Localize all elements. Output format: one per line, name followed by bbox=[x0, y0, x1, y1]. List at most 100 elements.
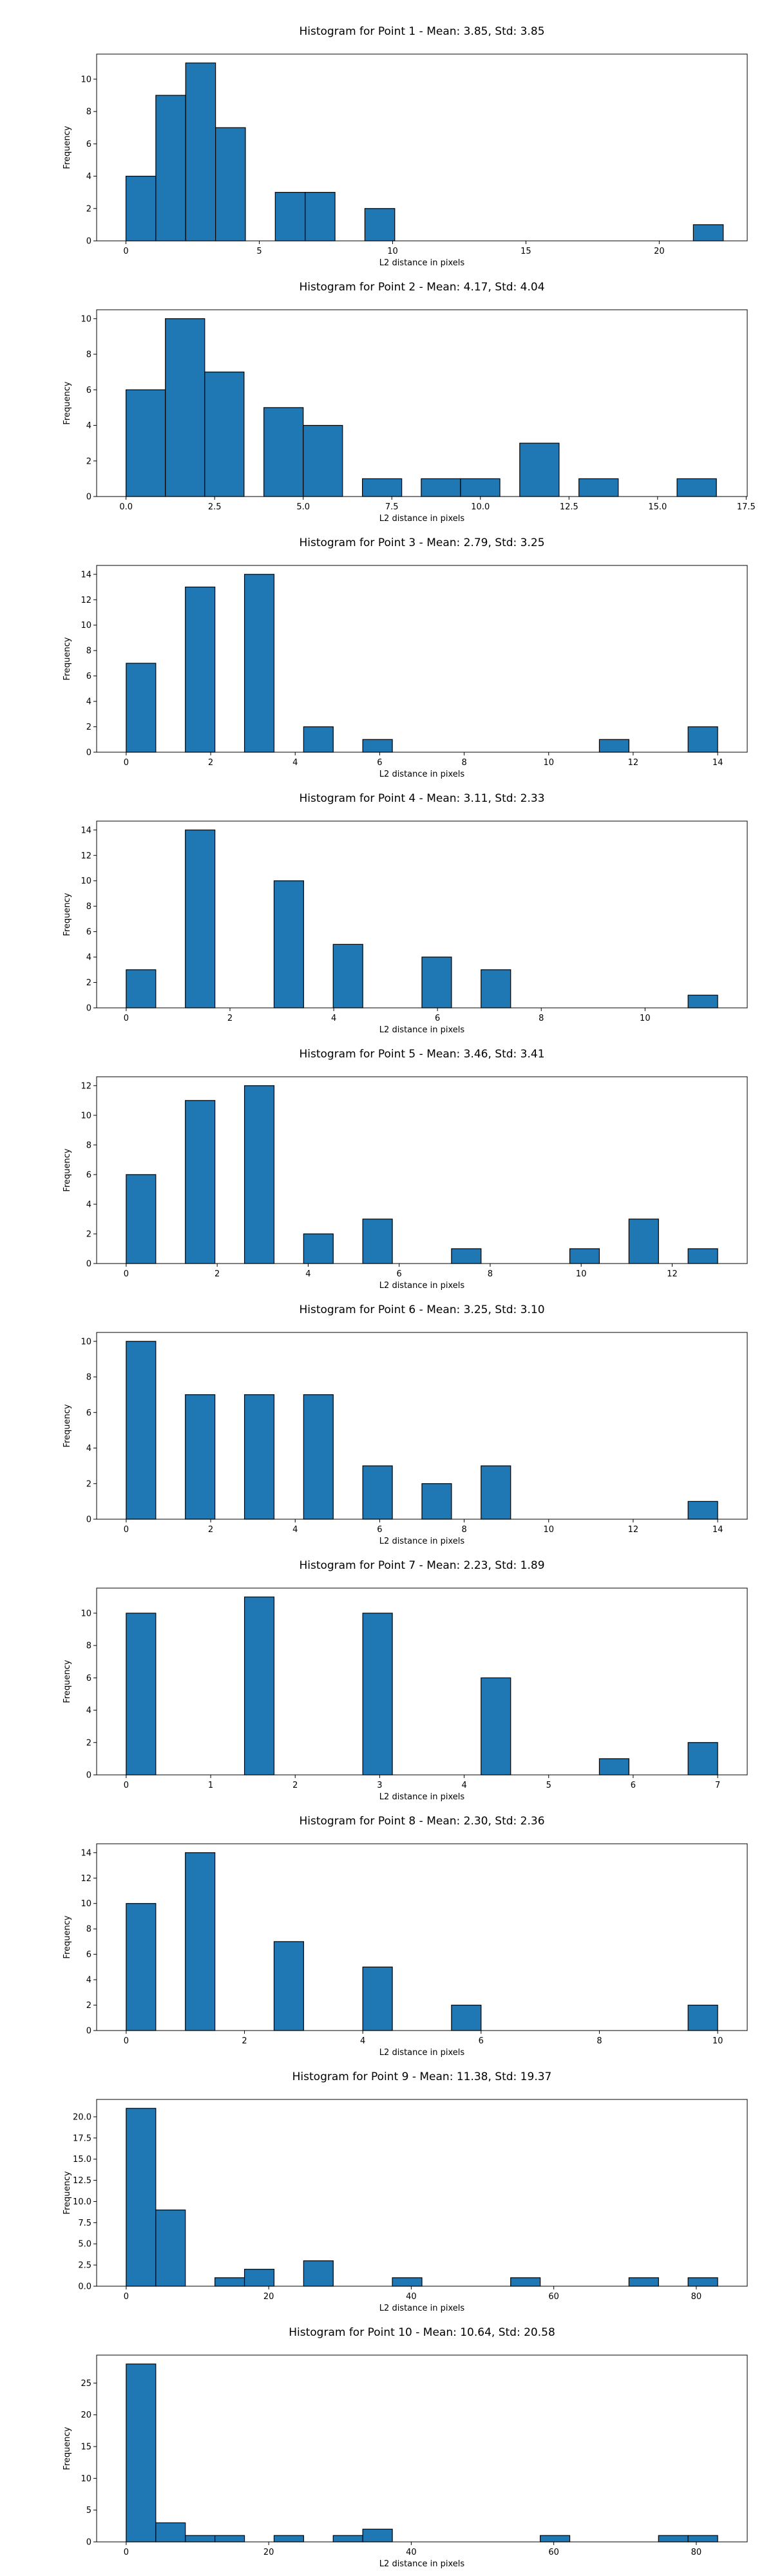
x-axis-label: L2 distance in pixels bbox=[379, 770, 465, 779]
histogram-chart-3: Histogram for Point 3 - Mean: 2.79, Std:… bbox=[62, 536, 748, 779]
histogram-bar bbox=[303, 2260, 334, 2287]
x-tick-label: 60 bbox=[548, 2292, 559, 2302]
x-tick-label: 4 bbox=[292, 758, 298, 768]
x-axis-label: L2 distance in pixels bbox=[379, 1281, 465, 1291]
histogram-bar bbox=[362, 1218, 393, 1264]
y-tick-label: 12 bbox=[81, 851, 91, 861]
x-tick-label: 4 bbox=[331, 1014, 336, 1023]
histogram-bar bbox=[362, 1465, 393, 1520]
y-tick-label: 2 bbox=[86, 1738, 91, 1748]
histogram-bar bbox=[421, 1483, 452, 1520]
histogram-bar bbox=[421, 478, 461, 497]
x-tick-label: 4 bbox=[360, 2036, 365, 2046]
x-tick-label: 0 bbox=[123, 247, 128, 256]
histogram-bar bbox=[481, 1677, 511, 1776]
histogram-bar bbox=[569, 1248, 600, 1264]
y-tick-label: 6 bbox=[86, 140, 91, 149]
y-tick-label: 12 bbox=[81, 596, 91, 605]
x-tick-label: 2 bbox=[208, 758, 213, 768]
x-tick-label: 3 bbox=[377, 1781, 382, 1790]
histogram-bar bbox=[303, 1233, 334, 1264]
histogram-bar bbox=[126, 969, 157, 1009]
x-tick-label: 10.0 bbox=[471, 502, 490, 512]
y-tick-label: 4 bbox=[86, 953, 91, 963]
histogram-bar bbox=[273, 2535, 304, 2543]
histogram-bar bbox=[451, 2004, 482, 2031]
y-tick-label: 12 bbox=[81, 1874, 91, 1884]
x-tick-label: 20 bbox=[654, 247, 665, 256]
y-tick-label: 2 bbox=[86, 2001, 91, 2011]
histogram-bar bbox=[361, 478, 403, 497]
histogram-bar bbox=[676, 478, 717, 497]
histogram-bar bbox=[578, 478, 619, 497]
x-tick-label: 8 bbox=[539, 1014, 544, 1023]
y-tick-label: 10 bbox=[81, 2474, 91, 2484]
y-tick-label: 4 bbox=[86, 172, 91, 182]
y-axis-label: Frequency bbox=[62, 637, 72, 680]
plot-frame bbox=[96, 565, 748, 753]
x-tick-label: 10 bbox=[387, 247, 398, 256]
x-axis-label: L2 distance in pixels bbox=[379, 1537, 465, 1546]
y-axis-label: Frequency bbox=[62, 381, 72, 424]
chart-title: Histogram for Point 9 - Mean: 11.38, Std… bbox=[292, 2070, 552, 2083]
plot-frame bbox=[96, 2099, 748, 2287]
histogram-bar bbox=[687, 726, 718, 753]
x-tick-label: 12.5 bbox=[560, 502, 578, 512]
x-tick-label: 8 bbox=[461, 758, 466, 768]
x-tick-label: 8 bbox=[488, 1269, 493, 1279]
histogram-bar bbox=[481, 969, 511, 1009]
histogram-chart-1: Histogram for Point 1 - Mean: 3.85, Std:… bbox=[62, 25, 748, 268]
x-axis-label: L2 distance in pixels bbox=[379, 2559, 465, 2569]
histogram-bar bbox=[126, 2108, 157, 2287]
y-tick-label: 2 bbox=[86, 723, 91, 732]
histogram-bar bbox=[540, 2535, 571, 2543]
histogram-bar bbox=[687, 994, 718, 1009]
x-tick-label: 12 bbox=[628, 758, 639, 768]
y-tick-label: 10 bbox=[81, 1899, 91, 1909]
histogram-bar bbox=[155, 2210, 186, 2287]
x-tick-label: 0 bbox=[124, 2036, 129, 2046]
x-tick-label: 1 bbox=[208, 1781, 213, 1790]
y-tick-label: 6 bbox=[86, 386, 91, 395]
histogram-bar bbox=[243, 1394, 275, 1520]
histogram-bar bbox=[185, 1100, 216, 1264]
chart-title: Histogram for Point 1 - Mean: 3.85, Std:… bbox=[299, 25, 544, 38]
y-tick-label: 10.0 bbox=[73, 2197, 91, 2207]
y-tick-label: 0 bbox=[86, 748, 91, 758]
histogram-bar bbox=[460, 478, 501, 497]
y-tick-label: 4 bbox=[86, 697, 91, 707]
y-tick-label: 0 bbox=[86, 1771, 91, 1781]
histogram-bar bbox=[451, 1248, 482, 1264]
chart-title: Histogram for Point 6 - Mean: 3.25, Std:… bbox=[299, 1303, 544, 1316]
histogram-bar bbox=[273, 1941, 304, 2031]
y-axis-label: Frequency bbox=[62, 126, 72, 169]
y-tick-label: 7.5 bbox=[78, 2219, 91, 2228]
y-tick-label: 2 bbox=[86, 1479, 91, 1489]
x-tick-label: 6 bbox=[377, 758, 382, 768]
x-tick-label: 15 bbox=[520, 247, 531, 256]
x-tick-label: 6 bbox=[435, 1014, 440, 1023]
y-axis-label: Frequency bbox=[62, 2171, 72, 2214]
y-tick-label: 2 bbox=[86, 1229, 91, 1239]
y-tick-label: 25 bbox=[81, 2379, 91, 2389]
y-tick-label: 8 bbox=[86, 108, 91, 117]
x-tick-label: 4 bbox=[461, 1781, 466, 1790]
y-tick-label: 10 bbox=[81, 75, 91, 84]
x-tick-label: 2 bbox=[242, 2036, 247, 2046]
x-tick-label: 2 bbox=[208, 1525, 213, 1535]
histogram-bar bbox=[332, 2535, 363, 2543]
y-tick-label: 0 bbox=[86, 493, 91, 502]
histogram-chart-8: Histogram for Point 8 - Mean: 2.30, Std:… bbox=[62, 1815, 748, 2058]
histogram-bar bbox=[273, 880, 304, 1009]
histogram-bar bbox=[185, 62, 216, 242]
histogram-bar bbox=[687, 1742, 718, 1776]
y-tick-label: 12.5 bbox=[73, 2176, 91, 2186]
y-tick-label: 10 bbox=[81, 621, 91, 630]
histogram-bar bbox=[687, 2277, 718, 2287]
x-tick-label: 6 bbox=[377, 1525, 382, 1535]
x-tick-label: 2.5 bbox=[208, 502, 222, 512]
histogram-bar bbox=[687, 2004, 718, 2031]
histogram-chart-10: Histogram for Point 10 - Mean: 10.64, St… bbox=[62, 2326, 748, 2569]
y-tick-label: 5.0 bbox=[78, 2240, 91, 2249]
y-tick-label: 4 bbox=[86, 421, 91, 431]
